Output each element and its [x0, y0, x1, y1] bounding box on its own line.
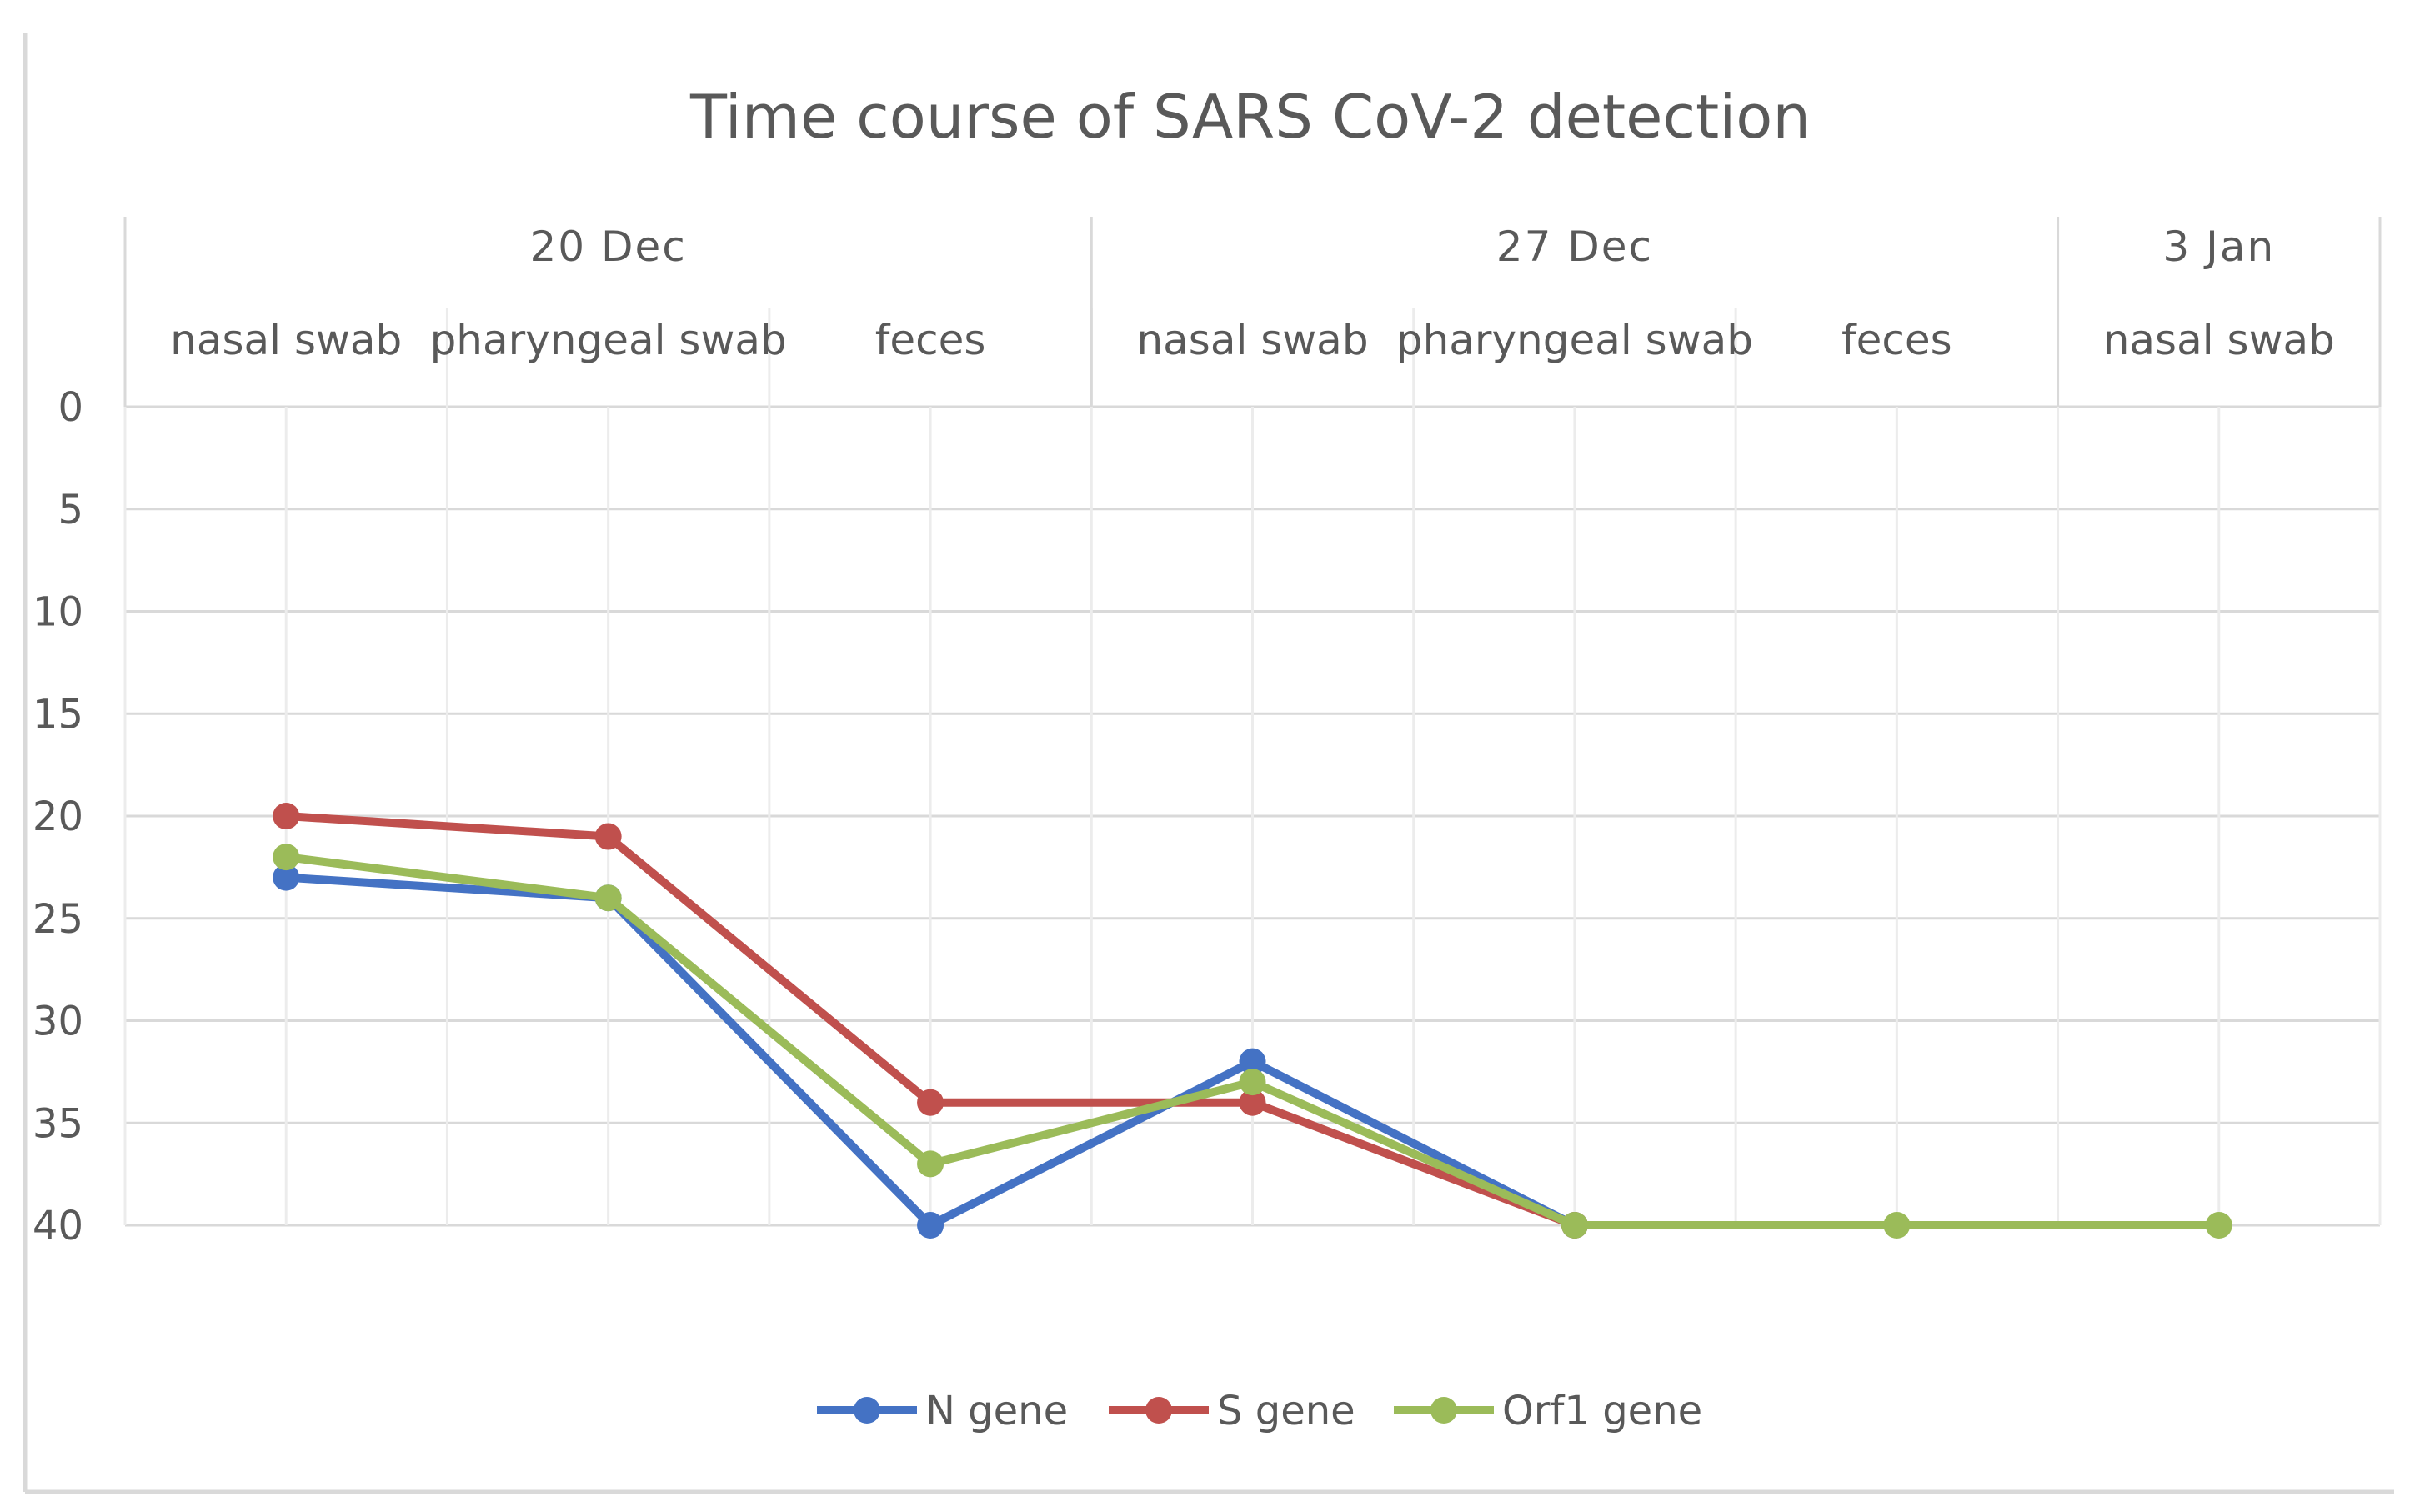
grid-layer	[123, 308, 2382, 1227]
legend: N gene S gene Orf1 gene	[817, 1388, 1702, 1434]
legend-swatch-marker	[854, 1397, 880, 1424]
legend-item: Orf1 gene	[1394, 1388, 1702, 1434]
legend-label: S gene	[1217, 1388, 1355, 1434]
category-label: nasal swab	[1136, 316, 1368, 364]
legend-item: N gene	[817, 1388, 1068, 1434]
legend-label: Orf1 gene	[1502, 1388, 1702, 1434]
category-label: feces	[875, 316, 986, 364]
category-header: 20 Dec 27 Dec 3 Jan nasal swab pharyngeal sw…	[123, 217, 2382, 407]
y-tick-label: 0	[58, 384, 83, 431]
group-date-label: 20 Dec	[530, 223, 687, 271]
chart-title: Time course of SARS CoV-2 detection	[689, 82, 1811, 152]
y-tick-label: 10	[33, 589, 83, 636]
data-point	[917, 1150, 944, 1178]
series-orf1-gene	[273, 844, 2232, 1239]
legend-swatch-marker	[1145, 1397, 1172, 1424]
legend-item: S gene	[1109, 1388, 1355, 1434]
y-tick-label: 5	[58, 487, 83, 533]
category-label: pharyngeal swab	[1396, 316, 1753, 364]
data-point	[273, 803, 300, 829]
series-layer	[273, 803, 2232, 1239]
data-point	[1239, 1069, 1266, 1096]
y-tick-label: 20	[33, 794, 83, 840]
data-point	[594, 823, 622, 850]
data-point	[594, 884, 622, 912]
category-label: pharyngeal swab	[430, 316, 787, 364]
category-label: nasal swab	[2103, 316, 2335, 364]
y-axis: 0 5 10 15 20 25 30 35 40	[33, 384, 83, 1249]
group-date-label: 3 Jan	[2162, 223, 2275, 271]
y-tick-label: 30	[33, 999, 83, 1045]
data-point	[273, 864, 300, 891]
y-tick-label: 15	[33, 691, 83, 738]
y-tick-label: 35	[33, 1100, 83, 1147]
category-label: feces	[1841, 316, 1952, 364]
data-point	[1239, 1089, 1266, 1116]
category-label: nasal swab	[170, 316, 402, 364]
data-point	[1561, 1212, 1588, 1239]
y-tick-label: 40	[33, 1203, 83, 1249]
y-tick-label: 25	[33, 896, 83, 943]
legend-swatch-marker	[1430, 1397, 1457, 1424]
legend-label: N gene	[925, 1388, 1068, 1434]
data-point	[917, 1089, 944, 1116]
data-point	[1883, 1212, 1911, 1239]
data-point	[2205, 1212, 2232, 1239]
data-point	[273, 844, 300, 871]
data-point	[1239, 1048, 1266, 1075]
data-point	[917, 1212, 944, 1239]
group-date-label: 27 Dec	[1496, 223, 1653, 271]
